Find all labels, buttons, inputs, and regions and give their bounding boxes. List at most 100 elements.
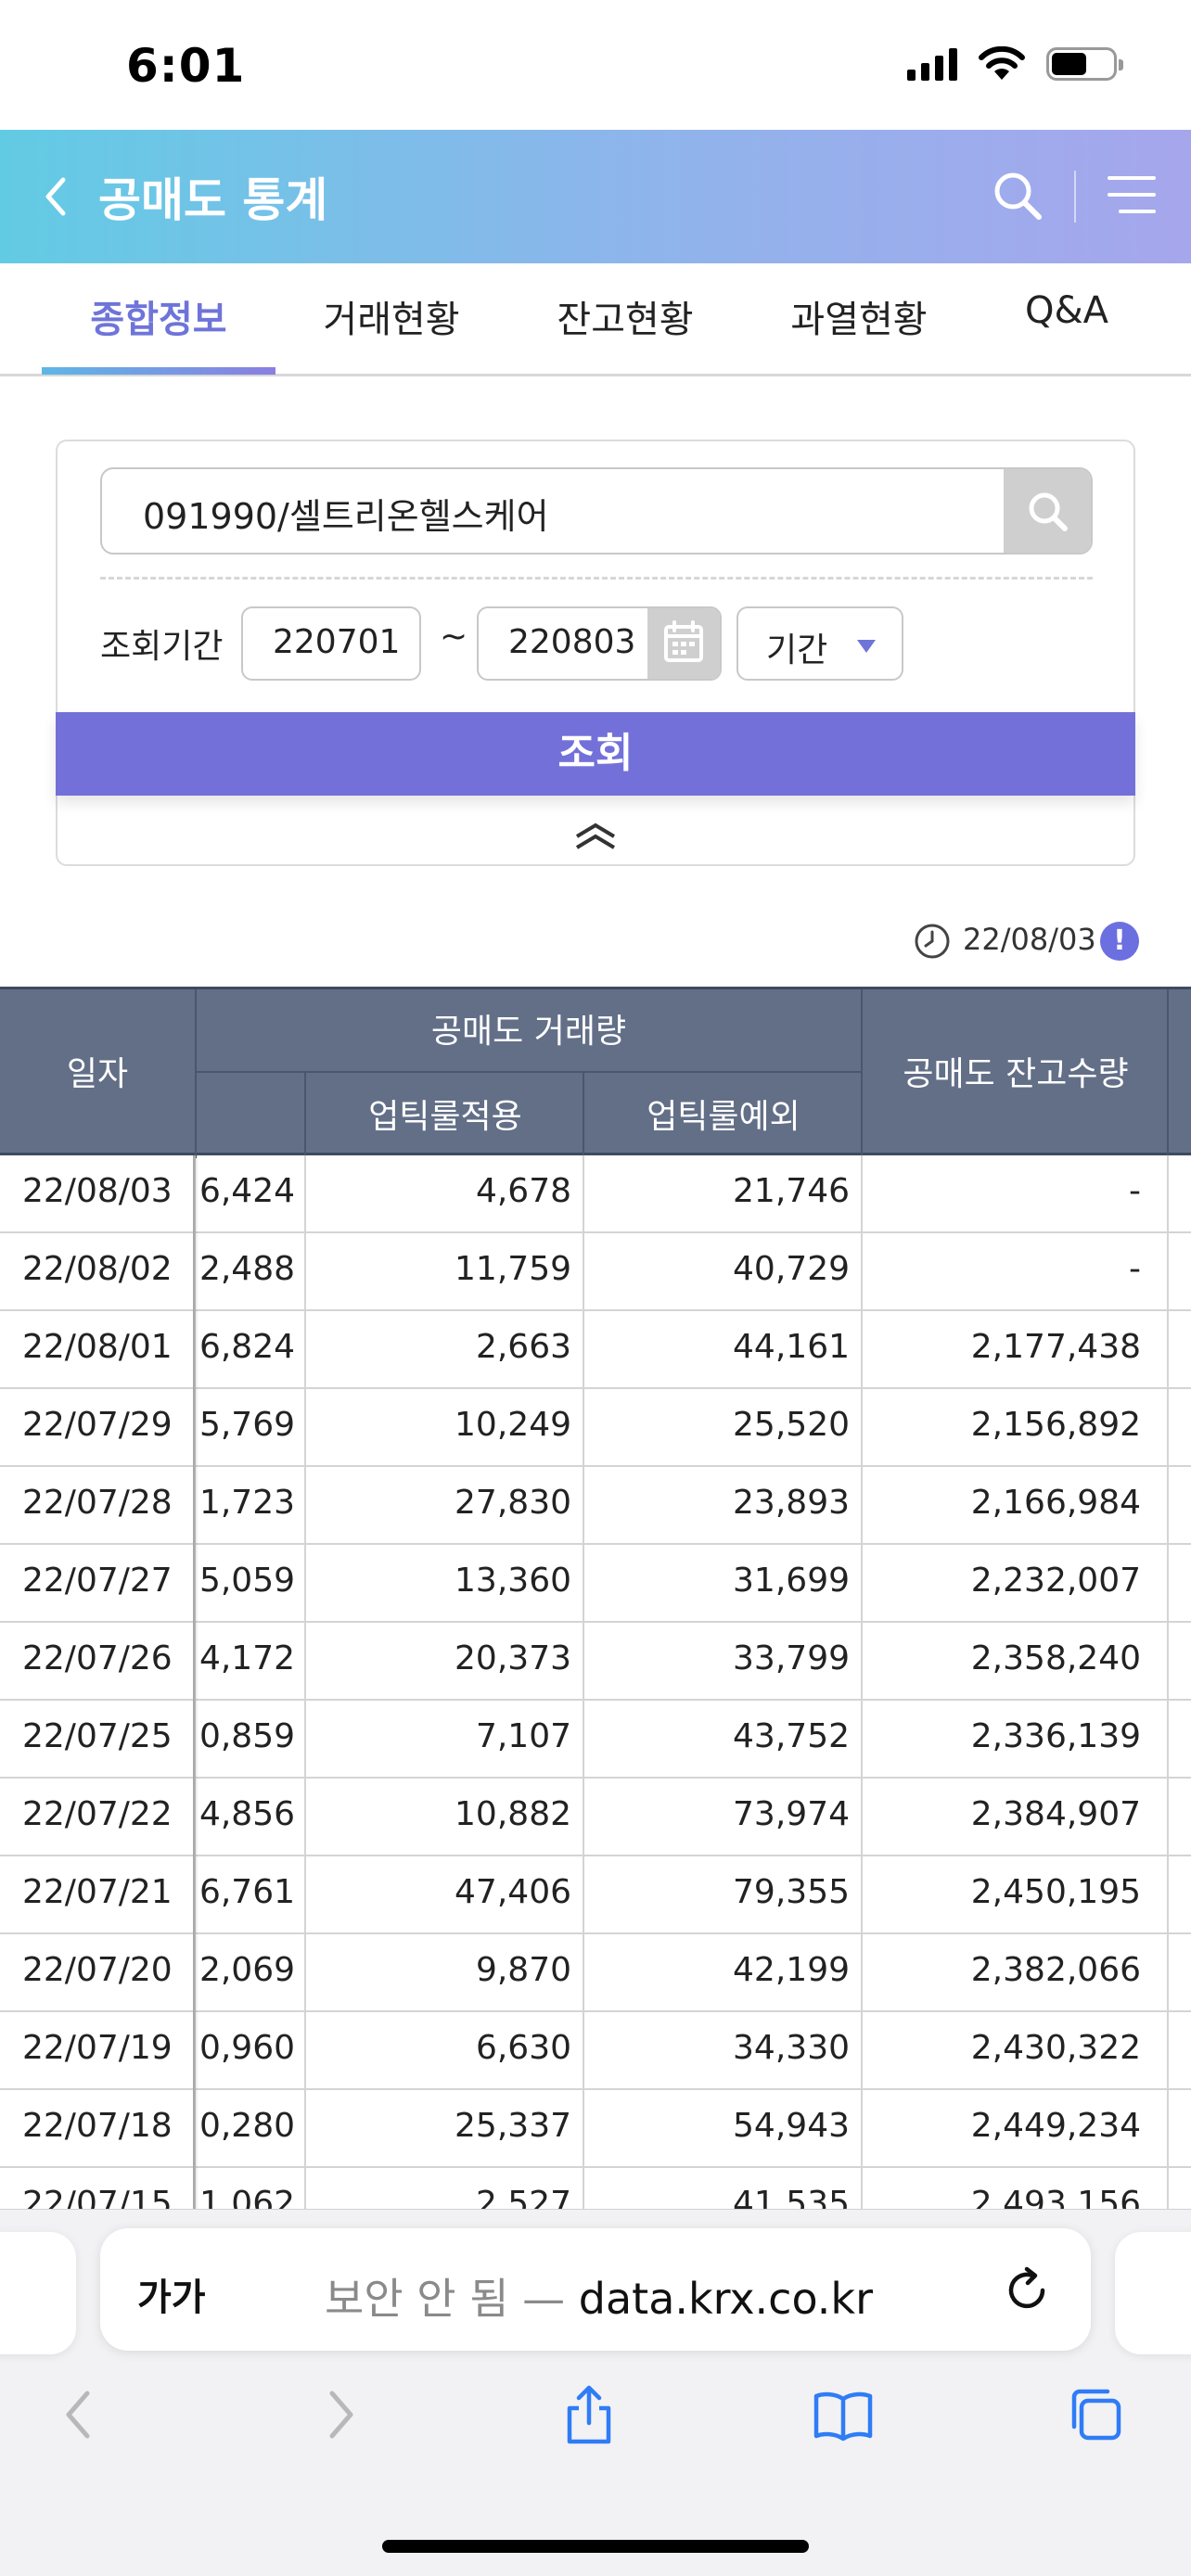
address-bar[interactable]: 가가 보안 안 됨 — data.krx.co.kr bbox=[100, 2228, 1091, 2351]
header-uptick-applied: 업틱룰적용 bbox=[368, 1098, 522, 1136]
row-date: 22/07/22 bbox=[22, 1795, 173, 1833]
tabs-icon[interactable] bbox=[1063, 2382, 1128, 2447]
status-bar: 6:01 bbox=[0, 0, 1191, 130]
row-date: 22/07/18 bbox=[22, 2107, 173, 2145]
period-select[interactable]: 기간 bbox=[736, 606, 903, 681]
table-row: 22/07/27 5,059 13,360 31,699 2,232,007 bbox=[0, 1545, 1191, 1623]
stock-search-input[interactable]: 091990/셀트리온헬스케어 bbox=[100, 467, 1093, 555]
status-icons bbox=[907, 46, 1123, 82]
row-uptick-exempt: 23,893 bbox=[733, 1484, 850, 1522]
double-chevron-up-icon[interactable] bbox=[571, 818, 620, 855]
share-icon[interactable] bbox=[557, 2382, 621, 2447]
row-partial-value: 4,856 bbox=[198, 1795, 295, 1833]
row-partial-value: 5,769 bbox=[198, 1406, 295, 1444]
row-partial-value: 5,059 bbox=[198, 1562, 295, 1600]
row-uptick-exempt: 21,746 bbox=[733, 1172, 850, 1210]
row-uptick-applied: 27,830 bbox=[455, 1484, 571, 1522]
row-uptick-exempt: 73,974 bbox=[733, 1795, 850, 1833]
row-balance: 2,430,322 bbox=[970, 2029, 1141, 2067]
next-tab-preview[interactable] bbox=[1115, 2232, 1191, 2354]
header-divider bbox=[1074, 171, 1076, 223]
row-balance: 2,384,907 bbox=[970, 1795, 1141, 1833]
row-date: 22/07/25 bbox=[22, 1717, 173, 1755]
period-label: 조회기간 bbox=[100, 628, 224, 666]
row-partial-value: 6,824 bbox=[198, 1328, 295, 1366]
end-date-input[interactable]: 220803 bbox=[477, 606, 722, 681]
calendar-button[interactable] bbox=[647, 608, 720, 679]
cellular-signal-icon bbox=[907, 47, 957, 81]
row-partial-cell: 2,069 bbox=[195, 1934, 304, 2012]
book-icon[interactable] bbox=[811, 2382, 876, 2447]
row-uptick-exempt: 42,199 bbox=[733, 1951, 850, 1989]
table-row: 22/07/18 0,280 25,337 54,943 2,449,234 bbox=[0, 2090, 1191, 2168]
calendar-icon bbox=[664, 620, 703, 662]
back-arrow-icon[interactable] bbox=[48, 2382, 113, 2447]
row-partial-cell: 0,960 bbox=[195, 2012, 304, 2090]
row-partial-value: 0,859 bbox=[198, 1717, 295, 1755]
table-row: 22/07/21 6,761 47,406 79,355 2,450,195 bbox=[0, 1856, 1191, 1934]
row-uptick-exempt: 43,752 bbox=[733, 1717, 850, 1755]
row-uptick-exempt: 54,943 bbox=[733, 2107, 850, 2145]
row-uptick-exempt: 33,799 bbox=[733, 1639, 850, 1677]
row-date: 22/07/28 bbox=[22, 1484, 173, 1522]
header-uptick-exempt: 업틱룰예외 bbox=[647, 1098, 800, 1136]
status-time: 6:01 bbox=[126, 39, 246, 93]
row-uptick-exempt: 40,729 bbox=[733, 1250, 850, 1288]
row-partial-value: 6,424 bbox=[198, 1172, 295, 1210]
period-select-value: 기간 bbox=[766, 631, 828, 670]
table-row: 22/07/29 5,769 10,249 25,520 2,156,892 bbox=[0, 1389, 1191, 1467]
short-selling-table[interactable]: 일자 공매도 거래량 업틱룰적용 업틱룰예외 공매도 잔고수량 22/08/03… bbox=[0, 987, 1191, 2209]
row-balance: 2,166,984 bbox=[970, 1484, 1141, 1522]
row-uptick-applied: 10,882 bbox=[455, 1795, 571, 1833]
query-button[interactable]: 조회 bbox=[56, 712, 1135, 796]
tab-qna[interactable]: Q&A bbox=[1024, 289, 1109, 332]
tab-overheat[interactable]: 과열현황 bbox=[790, 299, 928, 341]
tab-balance[interactable]: 잔고현황 bbox=[557, 299, 694, 341]
row-partial-cell: 1,062 bbox=[195, 2168, 304, 2209]
hamburger-menu-icon[interactable] bbox=[1108, 172, 1156, 217]
row-uptick-applied: 4,678 bbox=[475, 1172, 571, 1210]
table-row: 22/07/28 1,723 27,830 23,893 2,166,984 bbox=[0, 1467, 1191, 1545]
row-uptick-applied: 2,527 bbox=[475, 2185, 571, 2209]
row-date: 22/07/29 bbox=[22, 1406, 173, 1444]
row-uptick-applied: 25,337 bbox=[455, 2107, 571, 2145]
row-uptick-exempt: 31,699 bbox=[733, 1562, 850, 1600]
row-uptick-applied: 10,249 bbox=[455, 1406, 571, 1444]
row-partial-cell: 0,859 bbox=[195, 1701, 304, 1779]
row-partial-cell: 0,280 bbox=[195, 2090, 304, 2168]
row-uptick-applied: 20,373 bbox=[455, 1639, 571, 1677]
start-date-input[interactable]: 220701 bbox=[241, 606, 421, 681]
search-icon[interactable] bbox=[987, 165, 1048, 226]
table-header: 일자 공매도 거래량 업틱룰적용 업틱룰예외 공매도 잔고수량 bbox=[0, 987, 1191, 1158]
reload-icon[interactable] bbox=[1002, 2265, 1052, 2315]
row-uptick-applied: 13,360 bbox=[455, 1562, 571, 1600]
row-partial-value: 2,488 bbox=[198, 1250, 295, 1288]
row-partial-cell: 6,824 bbox=[195, 1311, 304, 1389]
last-updated-date: 22/08/03 bbox=[963, 922, 1096, 957]
caret-down-icon bbox=[857, 640, 876, 653]
row-date: 22/08/03 bbox=[22, 1172, 173, 1210]
row-balance: 2,232,007 bbox=[970, 1562, 1141, 1600]
row-uptick-exempt: 79,355 bbox=[733, 1873, 850, 1911]
row-partial-value: 1,062 bbox=[198, 2185, 295, 2209]
search-value: 091990/셀트리온헬스케어 bbox=[143, 496, 549, 537]
table-row: 22/07/19 0,960 6,630 34,330 2,430,322 bbox=[0, 2012, 1191, 2090]
row-date: 22/08/02 bbox=[22, 1250, 173, 1288]
table-row: 22/08/01 6,824 2,663 44,161 2,177,438 bbox=[0, 1311, 1191, 1389]
url-security-label: 보안 안 됨 — bbox=[325, 2274, 566, 2324]
battery-icon bbox=[1046, 47, 1123, 81]
row-date: 22/07/27 bbox=[22, 1562, 173, 1600]
forward-arrow-icon[interactable] bbox=[306, 2382, 371, 2447]
header-balance: 공매도 잔고수량 bbox=[903, 1055, 1129, 1093]
row-uptick-exempt: 34,330 bbox=[733, 2029, 850, 2067]
search-button[interactable] bbox=[1004, 469, 1091, 553]
text-size-button[interactable]: 가가 bbox=[137, 2276, 206, 2319]
row-balance: 2,382,066 bbox=[970, 1951, 1141, 1989]
row-partial-value: 2,069 bbox=[198, 1951, 295, 1989]
chevron-left-icon[interactable] bbox=[30, 169, 85, 224]
tab-summary[interactable]: 종합정보 bbox=[90, 299, 227, 341]
tab-trading[interactable]: 거래현황 bbox=[323, 299, 460, 341]
info-icon[interactable]: ! bbox=[1100, 922, 1139, 961]
previous-tab-preview[interactable] bbox=[0, 2232, 76, 2354]
table-row: 22/07/15 1,062 2,527 41,535 2,493,156 bbox=[0, 2168, 1191, 2209]
